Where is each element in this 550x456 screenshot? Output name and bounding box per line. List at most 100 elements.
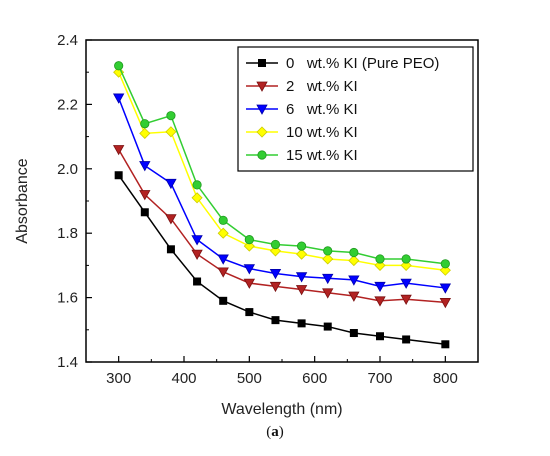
y-tick-label-1: 1.6 (57, 290, 78, 307)
data-point (296, 241, 307, 251)
series-0 (114, 171, 450, 349)
data-point (295, 285, 308, 296)
legend-marker-0 (258, 59, 266, 67)
series-4 (114, 61, 450, 269)
data-point (217, 227, 229, 239)
series-1 (112, 145, 452, 309)
data-point (295, 272, 308, 283)
series-3 (113, 66, 451, 276)
data-point (374, 281, 386, 293)
legend-marker-2 (256, 104, 268, 115)
data-point (374, 296, 386, 307)
series-2 (112, 93, 452, 294)
data-point (441, 340, 450, 349)
data-point (191, 249, 203, 260)
data-point (322, 288, 334, 299)
series-line-1 (118, 149, 446, 304)
data-point (166, 111, 176, 121)
data-point (375, 254, 385, 264)
legend-label-4: 15 wt.% KI (286, 147, 358, 164)
data-point (323, 322, 332, 331)
data-point (374, 259, 386, 271)
x-axis-title: Wavelength (nm) (221, 401, 342, 418)
caption-close: ) (278, 424, 284, 440)
x-tick-label-300: 300 (106, 370, 131, 387)
legend: 0 wt.% KI (Pure PEO) 2 wt.% KI 6 wt.% KI 10… (237, 46, 474, 172)
data-point (348, 255, 360, 267)
data-point (165, 126, 177, 138)
data-point (193, 277, 202, 286)
data-point (439, 298, 452, 309)
data-point (348, 275, 360, 286)
data-point (139, 161, 151, 172)
legend-label-1: 2 wt.% KI (286, 78, 358, 95)
x-tick-label-600: 600 (302, 370, 327, 387)
data-point (139, 127, 151, 139)
data-point (191, 235, 203, 246)
data-point (140, 208, 149, 217)
data-point (376, 332, 384, 341)
series-line-0 (118, 174, 446, 346)
data-point (322, 273, 334, 285)
data-point (114, 171, 123, 180)
y-tick-label-0: 1.4 (57, 354, 78, 371)
data-point (401, 254, 411, 264)
data-point (165, 214, 177, 225)
caption-letter: a (271, 424, 279, 440)
data-point (112, 145, 125, 156)
legend-marker-3 (256, 126, 268, 138)
x-tick-label-700: 700 (367, 370, 392, 387)
data-point (192, 180, 202, 190)
data-point (349, 329, 358, 338)
x-tick-label-800: 800 (433, 370, 458, 387)
y-tick-label-4: 2.2 (57, 96, 78, 113)
figure-caption: (a) (0, 424, 550, 441)
data-point (243, 264, 256, 275)
data-point (243, 240, 255, 252)
data-point (191, 192, 203, 204)
data-point (112, 93, 125, 104)
data-point (297, 319, 306, 328)
data-point (296, 248, 308, 260)
data-point (243, 278, 256, 289)
data-point (402, 335, 411, 344)
legend-label-0: 0 wt.% KI (Pure PEO) (286, 55, 439, 72)
legend-marker-1 (256, 81, 268, 92)
data-point (244, 235, 254, 245)
data-point (269, 245, 282, 257)
y-tick-label-2: 1.8 (57, 225, 78, 242)
data-point (323, 246, 333, 256)
y-tick-label-5: 2.4 (57, 32, 78, 49)
data-point (245, 308, 254, 317)
data-point (349, 247, 359, 258)
x-tick-label-400: 400 (171, 370, 196, 387)
data-point (270, 239, 281, 250)
legend-marker-4 (257, 150, 267, 160)
data-point (140, 119, 150, 129)
data-point (166, 245, 175, 254)
data-point (348, 291, 360, 302)
y-axis-title: Absorbance (14, 158, 31, 243)
data-point (114, 61, 124, 71)
caption-open: ( (266, 424, 272, 440)
data-point (217, 267, 229, 278)
data-point (219, 296, 228, 305)
data-point (400, 259, 412, 271)
data-point (269, 269, 282, 280)
y-tick-label-3: 2.0 (57, 161, 78, 178)
data-point (400, 294, 412, 306)
data-point (217, 254, 229, 265)
data-point (271, 316, 280, 325)
data-point (139, 190, 151, 201)
data-point (218, 215, 228, 225)
data-point (439, 283, 452, 294)
legend-label-2: 6 wt.% KI (286, 101, 358, 118)
data-point (165, 178, 177, 190)
data-point (269, 281, 282, 293)
data-point (400, 278, 412, 289)
legend-label-3: 10 wt.% KI (286, 124, 358, 141)
x-tick-label-500: 500 (237, 370, 262, 387)
data-point (440, 259, 450, 269)
data-point (322, 253, 334, 265)
